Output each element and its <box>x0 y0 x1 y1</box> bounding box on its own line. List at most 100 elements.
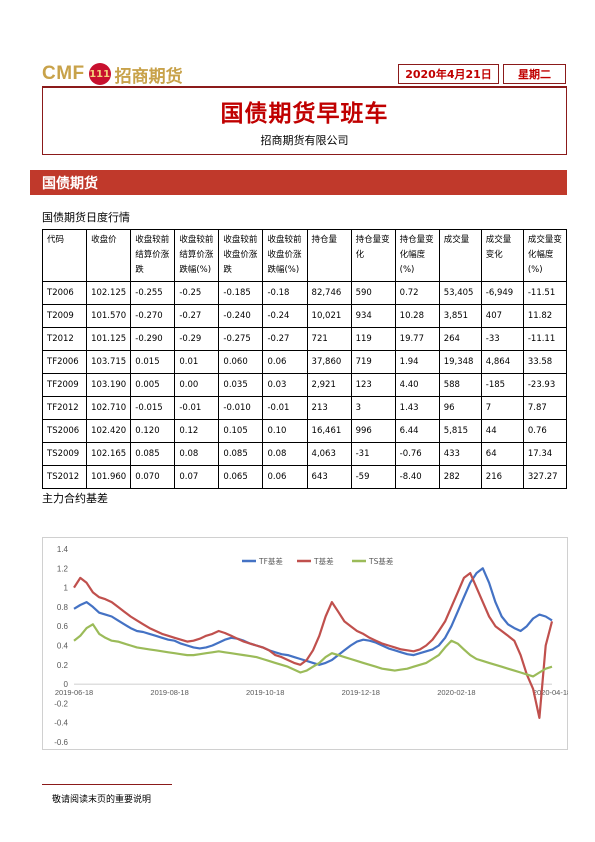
y-tick-label: 0 <box>64 680 69 689</box>
x-tick-label: 2020-04-18 <box>533 688 568 697</box>
table-cell: 4,864 <box>480 350 524 374</box>
table-cell: 0.07 <box>174 465 220 489</box>
table-row: T2012 101.125 -0.290 -0.29 -0.275 -0.27 721 119… <box>41 327 568 351</box>
table-header-cell: 持仓量变化 <box>350 229 396 282</box>
table-header-cell: 成交量变化幅度(%) <box>522 229 568 282</box>
x-tick-label: 2020-02-18 <box>437 688 475 697</box>
table-cell: 1.94 <box>394 350 440 374</box>
table-cell: 0.105 <box>218 419 264 443</box>
table-header-cell: 持仓量变化幅度(%) <box>394 229 440 282</box>
table-cell: 103.715 <box>86 350 132 374</box>
table-cell: 96 <box>438 396 482 420</box>
table-cell: TF2012 <box>41 396 88 420</box>
table-cell: 0.76 <box>522 419 568 443</box>
table-cell: 0.10 <box>262 419 308 443</box>
table-cell: 590 <box>350 281 396 305</box>
table-cell: 101.570 <box>86 304 132 328</box>
table-cell: -59 <box>350 465 396 489</box>
table-cell: T2009 <box>41 304 88 328</box>
table-cell: TS2006 <box>41 419 88 443</box>
table-cell: 6.44 <box>394 419 440 443</box>
report-title: 国债期货早班车 <box>220 100 389 127</box>
table-cell: TS2009 <box>41 442 88 466</box>
table-header-cell: 成交量变化 <box>480 229 524 282</box>
table-row: TS2006 102.420 0.120 0.12 0.105 0.10 16,461 996… <box>41 419 568 443</box>
table-header-cell: 收盘较前收盘价涨跌 <box>218 229 264 282</box>
table-title: 国债期货日度行情 <box>42 211 130 224</box>
table-row: TF2009 103.190 0.005 0.00 0.035 0.03 2,921 123 4… <box>41 373 568 397</box>
table-cell: 0.005 <box>130 373 176 397</box>
table-cell: 264 <box>438 327 482 351</box>
table-cell: 11.82 <box>522 304 568 328</box>
table-cell: 123 <box>350 373 396 397</box>
table-cell: 16,461 <box>306 419 352 443</box>
x-tick-label: 2019-06-18 <box>55 688 93 697</box>
table-row: T2006 102.125 -0.255 -0.25 -0.185 -0.18 82,746… <box>41 281 568 305</box>
table-row: TS2009 102.165 0.085 0.08 0.085 0.08 4,063 -31-… <box>41 442 568 466</box>
table-cell: 0.015 <box>130 350 176 374</box>
chart-title: 主力合约基差 <box>42 492 108 505</box>
table-cell: TF2009 <box>41 373 88 397</box>
table-cell: -11.11 <box>522 327 568 351</box>
header-divider <box>42 86 567 88</box>
table-cell: 10.28 <box>394 304 440 328</box>
table-header-row: 代码 收盘价 收盘较前结算价涨跌 收盘较前结算价涨跌幅(%) 收盘较前收盘价涨跌 收盘较前… <box>41 229 568 282</box>
table-cell: 407 <box>480 304 524 328</box>
table-cell: 5,815 <box>438 419 482 443</box>
table-cell: 0.08 <box>262 442 308 466</box>
table-cell: 643 <box>306 465 352 489</box>
table-cell: 64 <box>480 442 524 466</box>
table-cell: 10,021 <box>306 304 352 328</box>
table-cell: 0.01 <box>174 350 220 374</box>
logo-badge-icon: 111 <box>88 63 111 85</box>
table-cell: 719 <box>350 350 396 374</box>
series-line <box>73 571 554 719</box>
y-tick-label: 0.4 <box>57 642 69 651</box>
table-cell: T2006 <box>41 281 88 305</box>
y-tick-label: 0.6 <box>57 622 69 631</box>
table-cell: 588 <box>438 373 482 397</box>
section-title: 国债期货 <box>42 176 98 192</box>
y-tick-label: 0.2 <box>57 661 69 670</box>
table-cell: 37,860 <box>306 350 352 374</box>
table-cell: 19.77 <box>394 327 440 351</box>
table-cell: -0.255 <box>130 281 176 305</box>
table-cell: -0.240 <box>218 304 264 328</box>
table-cell: 7 <box>480 396 524 420</box>
y-tick-label: -0.2 <box>54 699 68 708</box>
chart-frame <box>42 537 568 750</box>
company-name: 招商期货有限公司 <box>260 134 349 147</box>
table-cell: 1.43 <box>394 396 440 420</box>
table-cell: 17.34 <box>522 442 568 466</box>
y-tick-label: 1.4 <box>57 545 69 554</box>
table-cell: -0.015 <box>130 396 176 420</box>
table-cell: -6,949 <box>480 281 524 305</box>
table-cell: 2,921 <box>306 373 352 397</box>
title-box: 国债期货早班车 招商期货有限公司 <box>42 88 567 155</box>
table-cell: -0.185 <box>218 281 264 305</box>
table-cell: 0.120 <box>130 419 176 443</box>
table-cell: 101.960 <box>86 465 132 489</box>
table-cell: -185 <box>480 373 524 397</box>
table-cell: 103.190 <box>86 373 132 397</box>
x-tick-label: 2019-10-18 <box>246 688 284 697</box>
table-cell: 4,063 <box>306 442 352 466</box>
table-cell: 0.06 <box>262 350 308 374</box>
section-header: 国债期货 <box>30 170 567 195</box>
table-cell: -11.51 <box>522 281 568 305</box>
table-header-cell: 收盘价 <box>86 229 132 282</box>
series-line <box>73 623 553 678</box>
table-header-cell: 代码 <box>41 229 88 282</box>
table-cell: 4.40 <box>394 373 440 397</box>
x-tick-label: 2019-12-18 <box>342 688 380 697</box>
table-header-cell: 收盘较前结算价涨跌幅(%) <box>174 229 220 282</box>
table-cell: -0.270 <box>130 304 176 328</box>
table-cell: 433 <box>438 442 482 466</box>
table-cell: -0.18 <box>262 281 308 305</box>
table-cell: 0.72 <box>394 281 440 305</box>
legend-label: TF基差 <box>258 556 283 566</box>
basis-line-chart: 1.4 1.2 1 0.8 0.6 0.4 0.2 0 -0.2 -0.4 -0.6 2019-06-… <box>54 545 568 747</box>
table-cell: -0.76 <box>394 442 440 466</box>
y-tick-label: 1 <box>64 584 69 593</box>
table-row: T2009 101.570 -0.270 -0.27 -0.240 -0.24 10,021… <box>41 304 568 328</box>
